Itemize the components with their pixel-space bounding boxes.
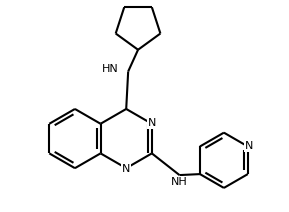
Text: N: N	[122, 164, 130, 174]
Text: N: N	[244, 141, 253, 151]
Text: NH: NH	[171, 177, 188, 187]
Text: HN: HN	[101, 64, 118, 74]
Text: N: N	[148, 118, 156, 128]
